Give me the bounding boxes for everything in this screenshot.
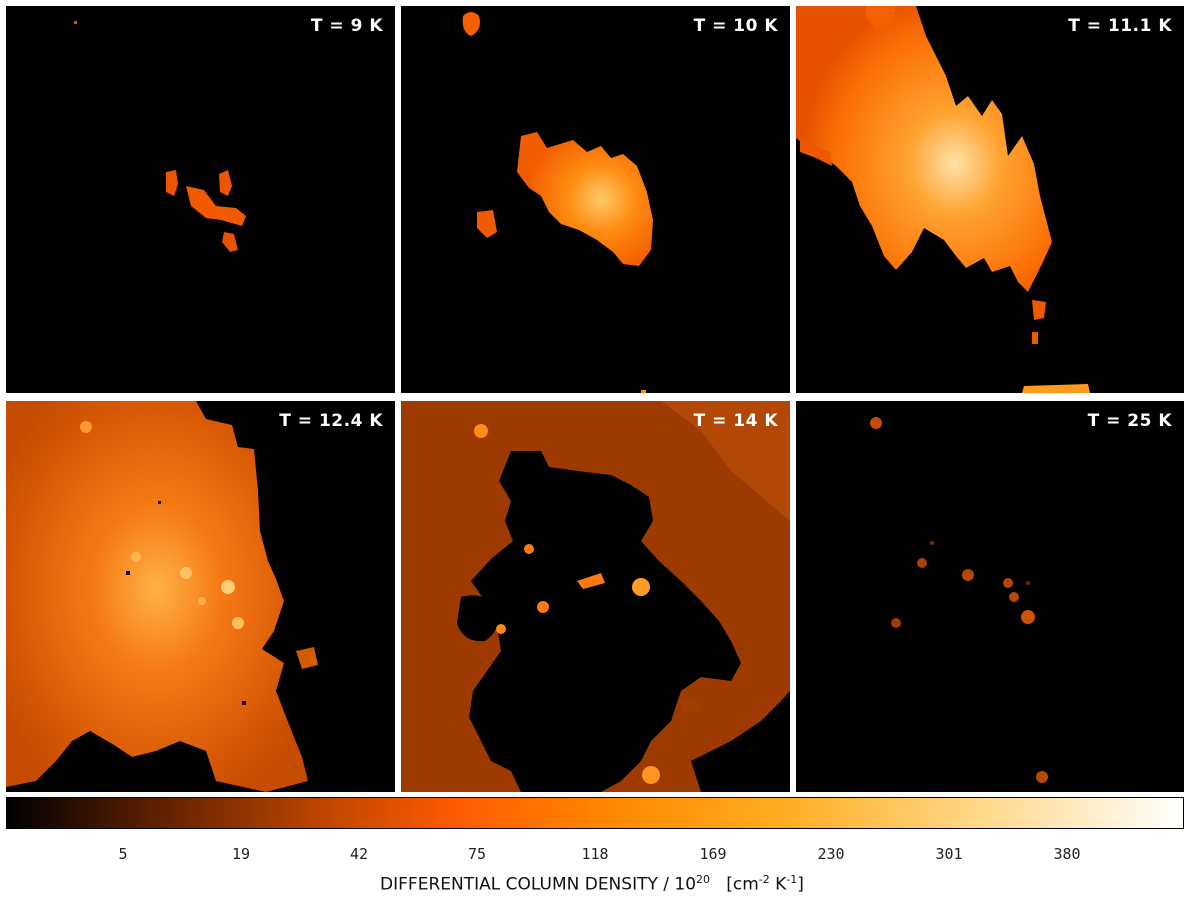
panel-t10: T = 10 K (401, 6, 790, 393)
colorbar-unit-exp1: -2 (758, 873, 770, 886)
panel-grid: T = 9 K T = 10 K (6, 6, 1184, 792)
colorbar (6, 797, 1184, 829)
colorbar-tick: 301 (935, 845, 963, 863)
colorbar-label: DIFFERENTIAL COLUMN DENSITY / 1020 [cm-2… (0, 873, 1184, 895)
panel-t10-label: T = 10 K (693, 16, 778, 36)
colorbar-label-main: DIFFERENTIAL COLUMN DENSITY / 10 (380, 874, 697, 895)
colorbar-tick: 42 (349, 845, 369, 863)
panel-t9-label: T = 9 K (310, 16, 383, 36)
panel-t9: T = 9 K (6, 6, 395, 393)
colorbar-tick: 380 (1053, 845, 1081, 863)
colorbar-unit-open: [cm (726, 874, 759, 895)
colorbar-ticks: 5 19 42 75 118 169 230 301 380 (6, 845, 1184, 865)
map-t12 (6, 401, 318, 792)
map-t14 (401, 401, 790, 792)
colorbar-unit-mid: K (769, 874, 787, 895)
panel-t25-label: T = 25 K (1087, 411, 1172, 431)
map-t10 (462, 12, 653, 393)
map-t9 (74, 21, 246, 252)
colorbar-tick: 75 (467, 845, 487, 863)
colorbar-tick: 19 (231, 845, 251, 863)
colorbar-label-exp: 20 (696, 873, 711, 886)
panel-t25: T = 25 K (796, 401, 1184, 792)
colorbar-tick: 5 (118, 845, 128, 863)
panel-t11: T = 11.1 K (796, 6, 1184, 393)
map-t11 (796, 6, 1090, 393)
colorbar-tick: 230 (817, 845, 845, 863)
colorbar-tick: 169 (699, 845, 727, 863)
colorbar-unit-exp2: -1 (786, 873, 798, 886)
panel-t12-label: T = 12.4 K (279, 411, 383, 431)
panel-t11-label: T = 11.1 K (1068, 16, 1172, 36)
panel-t14-label: T = 14 K (693, 411, 778, 431)
map-t25 (870, 417, 1048, 783)
panel-t12: T = 12.4 K (6, 401, 395, 792)
colorbar-tick: 118 (581, 845, 609, 863)
panel-t14: T = 14 K (401, 401, 790, 792)
colorbar-unit-close: ] (797, 874, 804, 895)
